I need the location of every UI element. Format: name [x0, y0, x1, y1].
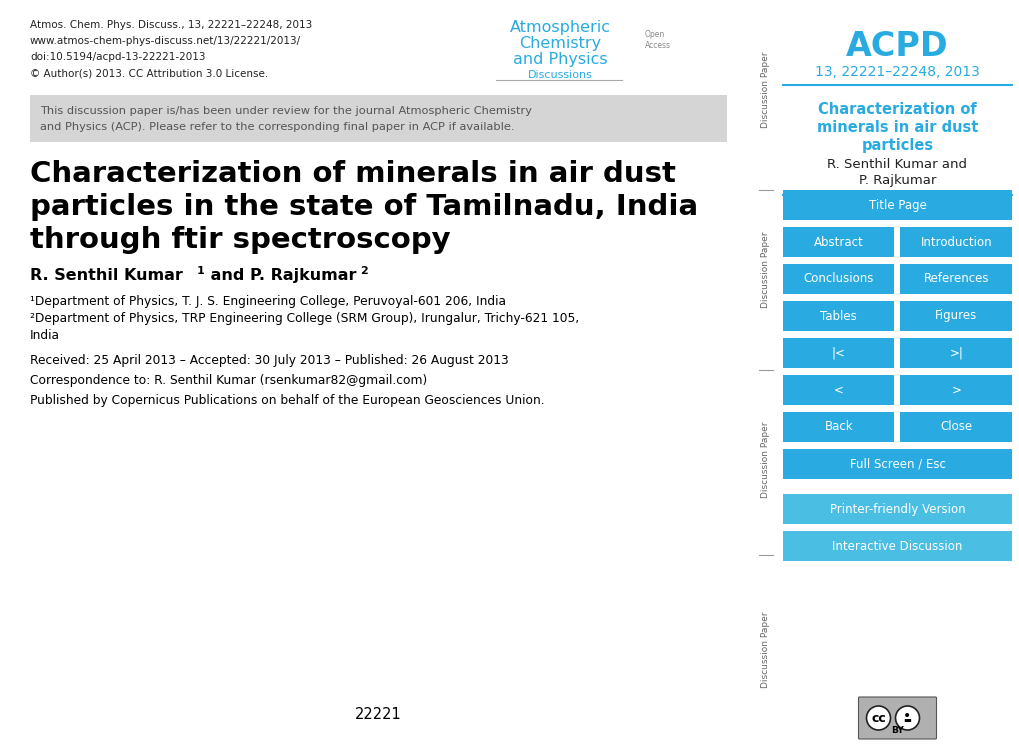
FancyBboxPatch shape [783, 338, 894, 368]
Text: >|: >| [949, 346, 962, 359]
Text: minerals in air dust: minerals in air dust [816, 120, 977, 135]
Text: Chemistry: Chemistry [519, 36, 600, 51]
Text: ACPD: ACPD [846, 30, 948, 63]
Text: and Physics: and Physics [513, 52, 606, 67]
Text: India: India [30, 329, 60, 342]
Text: through ftir spectroscopy: through ftir spectroscopy [30, 226, 450, 254]
Text: <: < [833, 383, 843, 397]
Text: 13, 22221–22248, 2013: 13, 22221–22248, 2013 [814, 65, 979, 79]
Text: particles in the state of Tamilnadu, India: particles in the state of Tamilnadu, Ind… [30, 193, 697, 221]
Text: Back: Back [823, 421, 852, 434]
Text: R. Senthil Kumar: R. Senthil Kumar [30, 268, 182, 283]
FancyBboxPatch shape [783, 494, 1011, 524]
Text: Discussions: Discussions [527, 70, 592, 80]
FancyBboxPatch shape [30, 95, 727, 142]
FancyBboxPatch shape [900, 412, 1011, 442]
Text: Discussion Paper: Discussion Paper [761, 612, 769, 689]
Text: 22221: 22221 [355, 707, 401, 722]
Text: Atmospheric: Atmospheric [510, 20, 610, 35]
Text: Printer-friendly Version: Printer-friendly Version [828, 503, 964, 515]
Text: This discussion paper is/has been under review for the journal Atmospheric Chemi: This discussion paper is/has been under … [40, 106, 532, 116]
FancyBboxPatch shape [900, 375, 1011, 405]
FancyBboxPatch shape [783, 449, 1011, 479]
Text: and Physics (ACP). Please refer to the corresponding final paper in ACP if avail: and Physics (ACP). Please refer to the c… [40, 122, 514, 131]
Text: Conclusions: Conclusions [803, 272, 873, 286]
Text: 1: 1 [197, 266, 205, 276]
Text: Full Screen / Esc: Full Screen / Esc [849, 458, 945, 470]
Circle shape [895, 706, 918, 730]
Text: Interactive Discussion: Interactive Discussion [832, 539, 962, 553]
FancyBboxPatch shape [783, 375, 894, 405]
Text: Published by Copernicus Publications on behalf of the European Geosciences Union: Published by Copernicus Publications on … [30, 394, 544, 407]
Text: Discussion Paper: Discussion Paper [761, 422, 769, 498]
Text: References: References [922, 272, 988, 286]
Text: Discussion Paper: Discussion Paper [761, 52, 769, 128]
Text: Characterization of minerals in air dust: Characterization of minerals in air dust [30, 160, 676, 188]
Text: © Author(s) 2013. CC Attribution 3.0 License.: © Author(s) 2013. CC Attribution 3.0 Lic… [30, 68, 268, 78]
Circle shape [866, 706, 890, 730]
Text: Abstract: Abstract [813, 236, 863, 248]
FancyBboxPatch shape [900, 227, 1011, 257]
Text: Open
Access: Open Access [644, 30, 671, 50]
Text: cc: cc [870, 712, 886, 724]
Text: ²Department of Physics, TRP Engineering College (SRM Group), Irungalur, Trichy-6: ²Department of Physics, TRP Engineering … [30, 312, 579, 325]
Text: Atmos. Chem. Phys. Discuss., 13, 22221–22248, 2013: Atmos. Chem. Phys. Discuss., 13, 22221–2… [30, 20, 312, 30]
Text: Figures: Figures [934, 310, 976, 322]
Text: Characterization of: Characterization of [817, 102, 976, 117]
Text: R. Senthil Kumar and: R. Senthil Kumar and [826, 158, 967, 171]
Text: •: • [903, 709, 911, 723]
FancyBboxPatch shape [783, 264, 894, 294]
Text: ¹Department of Physics, T. J. S. Engineering College, Peruvoyal-601 206, India: ¹Department of Physics, T. J. S. Enginee… [30, 295, 505, 308]
Text: Discussion Paper: Discussion Paper [761, 232, 769, 308]
FancyBboxPatch shape [783, 190, 1011, 220]
FancyBboxPatch shape [900, 264, 1011, 294]
Text: Correspondence to: R. Senthil Kumar (rsenkumar82@gmail.com): Correspondence to: R. Senthil Kumar (rse… [30, 374, 427, 387]
Text: Title Page: Title Page [868, 199, 925, 211]
Text: www.atmos-chem-phys-discuss.net/13/22221/2013/: www.atmos-chem-phys-discuss.net/13/22221… [30, 36, 301, 46]
Text: |<: |< [832, 346, 845, 359]
FancyBboxPatch shape [783, 227, 894, 257]
Text: and P. Rajkumar: and P. Rajkumar [205, 268, 357, 283]
FancyBboxPatch shape [783, 412, 894, 442]
Text: doi:10.5194/acpd-13-22221-2013: doi:10.5194/acpd-13-22221-2013 [30, 52, 205, 62]
Text: 2: 2 [360, 266, 368, 276]
Text: Close: Close [940, 421, 971, 434]
FancyBboxPatch shape [783, 301, 894, 331]
FancyBboxPatch shape [900, 338, 1011, 368]
FancyBboxPatch shape [783, 531, 1011, 561]
Text: BY: BY [891, 726, 903, 735]
Text: Received: 25 April 2013 – Accepted: 30 July 2013 – Published: 26 August 2013: Received: 25 April 2013 – Accepted: 30 J… [30, 354, 508, 367]
Text: P. Rajkumar: P. Rajkumar [858, 174, 935, 187]
Text: Tables: Tables [819, 310, 856, 322]
Text: Introduction: Introduction [919, 236, 991, 248]
Text: ▬: ▬ [903, 716, 911, 725]
Text: >: > [951, 383, 960, 397]
Text: particles: particles [861, 138, 932, 153]
FancyBboxPatch shape [858, 697, 935, 739]
FancyBboxPatch shape [900, 301, 1011, 331]
